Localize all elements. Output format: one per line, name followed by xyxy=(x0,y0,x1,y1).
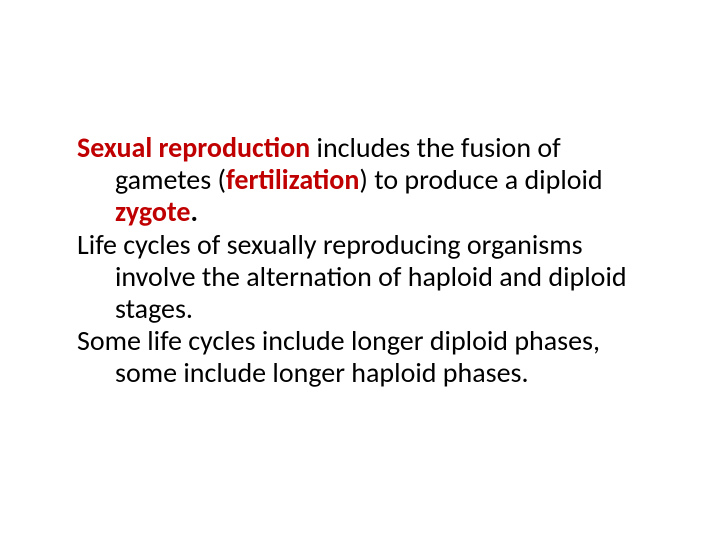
term-sexual-reproduction: Sexual reproduction xyxy=(77,130,310,165)
text-run: . xyxy=(190,194,197,229)
text-run: ) to produce a diploid xyxy=(359,162,602,197)
term-zygote: zygote xyxy=(115,194,190,229)
slide-body: Sexual reproduction includes the fusion … xyxy=(0,0,720,540)
term-fertilization: fertilization xyxy=(226,162,359,197)
text-run: Some life cycles include longer diploid … xyxy=(77,323,600,390)
paragraph-2: Life cycles of sexually reproducing orga… xyxy=(40,229,640,326)
text-content: Sexual reproduction includes the fusion … xyxy=(40,132,640,390)
paragraph-1: Sexual reproduction includes the fusion … xyxy=(40,132,640,229)
paragraph-3: Some life cycles include longer diploid … xyxy=(40,325,640,389)
text-run: Life cycles of sexually reproducing orga… xyxy=(77,227,627,326)
